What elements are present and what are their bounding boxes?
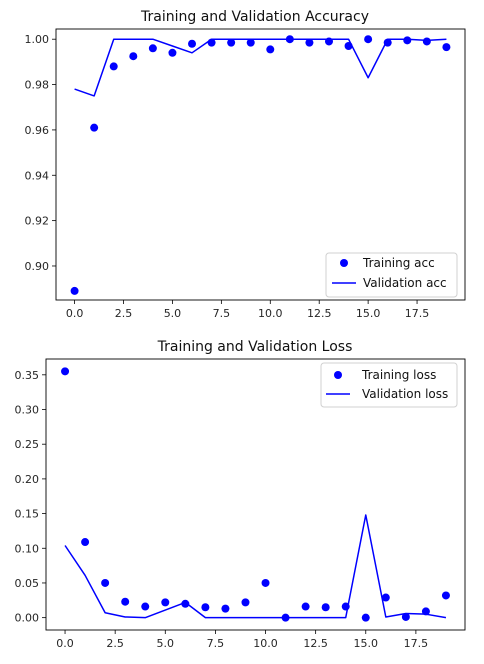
accuracy-y-tick-label: 1.00 [25, 33, 50, 46]
training-loss-point [361, 613, 370, 622]
training-acc-point [422, 37, 431, 46]
loss-x-tick-label: 15.0 [354, 637, 379, 650]
training-loss-point [301, 602, 310, 611]
training-loss-point [101, 578, 110, 587]
loss-x-tick-label: 10.0 [253, 637, 278, 650]
loss-legend-dot-marker [334, 371, 342, 379]
accuracy-y-tick-label: 0.94 [25, 169, 50, 182]
accuracy-legend-box [325, 252, 458, 298]
loss-x-tick-label: 12.5 [303, 637, 328, 650]
training-loss-point [121, 597, 130, 606]
loss-x-tick-label: 5.0 [157, 637, 175, 650]
loss-y-tick-label: 0.00 [15, 612, 40, 625]
training-acc-point [442, 43, 451, 52]
accuracy-y-tick-label: 0.98 [25, 79, 50, 92]
loss-y-tick-label: 0.15 [15, 508, 40, 521]
loss-x-tick-label: 2.5 [106, 637, 124, 650]
accuracy-legend-training-label: Training acc [362, 256, 435, 270]
loss-y-tick-label: 0.05 [15, 577, 40, 590]
accuracy-x-tick-label: 5.0 [164, 307, 182, 320]
validation-acc-line [74, 38, 447, 97]
training-loss-point [161, 598, 170, 607]
training-acc-point [403, 36, 412, 45]
validation-loss-line [64, 514, 447, 619]
training-acc-point [364, 35, 373, 44]
accuracy-axes-frame [55, 28, 466, 301]
accuracy-x-tick-label: 7.5 [213, 307, 231, 320]
loss-x-tick-label: 7.5 [207, 637, 225, 650]
training-loss-point [141, 602, 150, 611]
accuracy-legend-validation-label: Validation acc [363, 276, 447, 290]
training-acc-point [266, 45, 275, 54]
training-loss-point [61, 367, 70, 376]
accuracy-chart-title: Training and Validation Accuracy [140, 9, 369, 25]
training-loss-point [441, 591, 450, 600]
accuracy-y-tick-label: 0.92 [25, 215, 50, 228]
loss-legend: Training loss Validation loss [320, 362, 458, 408]
training-loss-point [81, 538, 90, 547]
loss-axes-frame [45, 358, 466, 631]
accuracy-x-tick-label: 10.0 [258, 307, 283, 320]
loss-x-tick-label: 0.0 [56, 637, 74, 650]
accuracy-x-tick-label: 0.0 [66, 307, 84, 320]
training-loss-point [221, 604, 230, 613]
loss-y-tick-label: 0.25 [15, 438, 40, 451]
loss-plot-area: 0.0 2.5 5.0 7.5 10.0 12.5 15.0 17.5 0.00 0.05 0.10… [15, 358, 466, 650]
training-acc-point [305, 38, 314, 47]
loss-y-tick-label: 0.20 [15, 473, 40, 486]
training-acc-point [129, 52, 138, 61]
training-acc-point [109, 62, 118, 71]
loss-legend-training-label: Training loss [361, 368, 436, 382]
loss-y-tick-label: 0.35 [15, 369, 40, 382]
training-loss-point [401, 612, 410, 621]
loss-legend-box [320, 362, 458, 408]
training-acc-point [246, 38, 255, 47]
training-acc-point [70, 286, 79, 295]
accuracy-x-tick-label: 2.5 [115, 307, 133, 320]
accuracy-y-tick-label: 0.90 [25, 260, 50, 273]
training-acc-point [90, 123, 99, 132]
loss-legend-validation-label: Validation loss [362, 387, 448, 401]
loss-chart-title: Training and Validation Loss [157, 339, 353, 355]
accuracy-legend-dot-marker [340, 259, 348, 267]
loss-x-tick-label: 17.5 [404, 637, 429, 650]
loss-chart: Training and Validation Loss 0.0 2.5 5.0 7.… [15, 339, 466, 650]
loss-y-tick-label: 0.10 [15, 542, 40, 555]
training-acc-point [227, 38, 236, 47]
training-loss-point [381, 593, 390, 602]
training-acc-point [188, 39, 197, 48]
accuracy-x-tick-label: 17.5 [405, 307, 430, 320]
loss-y-tick-label: 0.30 [15, 404, 40, 417]
accuracy-legend: Training acc Validation acc [325, 252, 458, 298]
training-acc-point [168, 48, 177, 57]
training-loss-point [261, 578, 270, 587]
accuracy-chart: Training and Validation Accuracy 0.0 2.5 5… [25, 9, 466, 320]
training-loss-point [241, 598, 250, 607]
accuracy-plot-area: 0.0 2.5 5.0 7.5 10.0 12.5 15.0 17.5 0.90 0.92 0.94… [25, 28, 466, 320]
accuracy-x-tick-label: 12.5 [307, 307, 332, 320]
training-acc-point [148, 44, 157, 53]
training-loss-point [321, 603, 330, 612]
accuracy-y-tick-label: 0.96 [25, 124, 50, 137]
training-loss-point [201, 603, 210, 612]
accuracy-x-tick-label: 15.0 [356, 307, 381, 320]
training-loss-point [181, 599, 190, 608]
